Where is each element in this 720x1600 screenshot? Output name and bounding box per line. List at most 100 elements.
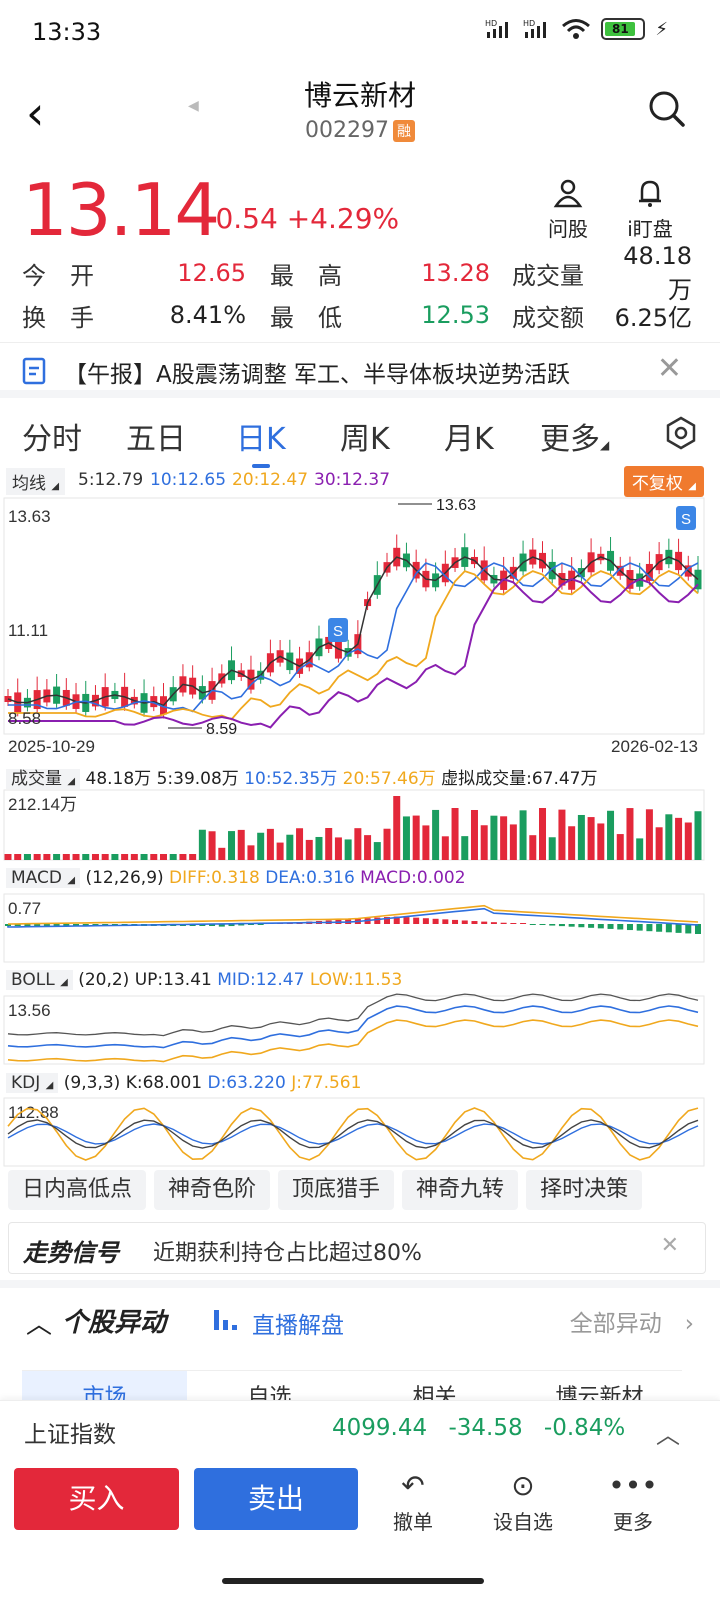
volume-bar [159,854,167,860]
macd-diff: DIFF:0.318 [169,868,260,888]
ma10-line [8,562,699,713]
back-icon[interactable]: ‹ [26,86,45,140]
macd-selector[interactable]: MACD ◢ [6,868,81,888]
search-icon[interactable] [648,90,686,128]
add-watchlist-button[interactable]: ⊙ 设自选 [478,1466,568,1535]
close-icon[interactable]: ✕ [656,351,682,386]
volume-bar [101,854,109,860]
more-button[interactable]: ••• 更多 [588,1466,678,1535]
tool-nine-turn[interactable]: 神奇九转 [402,1170,519,1210]
volume-bar [645,809,653,860]
close-icon[interactable]: ✕ [660,1233,679,1258]
volume-bar [228,831,236,860]
volume-bar [169,854,177,860]
macd-bar [218,924,225,927]
kdj-j: J:77.561 [291,1073,362,1093]
macd-bar [626,924,633,931]
low-value: 12.53 [421,301,490,329]
chevron-up-icon[interactable]: ︿ [26,1310,53,1340]
home-indicator [222,1578,484,1584]
volume-ma20: 20:57.46万 [342,769,436,789]
index-ticker[interactable]: 上证指数 4099.44 -34.58 -0.84% ︿ [0,1400,720,1460]
volume-bar [509,824,517,860]
boll-selector[interactable]: BOLL ◢ [6,970,73,990]
tab-weekly-k[interactable]: 周K [340,422,390,457]
status-time: 13:33 [32,18,102,46]
sell-button[interactable]: 卖出 [194,1468,358,1530]
kline-max-label: 13.63 [8,507,51,526]
margin-badge: 融 [392,120,415,142]
tab-stock[interactable]: 博云新材 [517,1370,682,1400]
tab-intraday[interactable]: 分时 [22,422,82,457]
signal-badge [676,506,696,530]
volume-bar [344,839,352,860]
tab-five-day[interactable]: 五日 [126,422,186,457]
volume-bar [587,817,595,860]
index-value: 4099.44 [332,1415,428,1441]
macd-bar [685,924,692,934]
volume-bar [305,839,313,860]
prev-stock-icon[interactable]: ◀ [188,98,199,114]
tool-top-bottom[interactable]: 顶底猎手 [278,1170,395,1210]
volume-frame [3,789,705,861]
tab-watchlist[interactable]: 自选 [187,1370,352,1400]
tool-color-scale[interactable]: 神奇色阶 [154,1170,271,1210]
live-analysis-link[interactable]: 直播解盘 [252,1313,344,1339]
volume-bar [636,838,644,860]
tab-more[interactable]: 更多◢ [540,414,609,458]
ask-stock-button[interactable]: 问股 [528,178,608,242]
boll-mid: MID:12.47 [217,970,305,990]
volume-bar [354,828,362,860]
ma-selector[interactable]: 均线 ◢ [6,468,66,495]
cancel-order-button[interactable]: ↶ 撤单 [368,1466,458,1535]
volume-bar [334,837,342,860]
watch-button[interactable]: i盯盘 [610,178,690,242]
volume-bar [72,854,80,860]
status-bar: 13:33 HD HD 81 ⚡ [0,0,720,66]
tab-market[interactable]: 市场 [22,1370,187,1400]
volume-bar [82,854,90,860]
news-banner[interactable]: 【午报】A股震荡调整 军工、半导体板块逆势活跃 ✕ [0,342,720,398]
macd-bar [471,921,478,924]
volume-bar [4,854,12,860]
adjust-button[interactable]: 不复权 ◢ [623,466,704,497]
macd-bar [529,924,536,925]
kdj-param: (9,3,3) [63,1073,121,1093]
volume-bar [500,816,508,860]
macd-bar [558,924,565,927]
volume-bar [237,829,245,860]
kdj-selector[interactable]: KDJ ◢ [6,1073,59,1093]
volume-bar [451,808,459,860]
boll-low-line [7,1019,699,1063]
macd-bar [481,921,488,924]
end-date-label: 2026-02-13 [611,737,698,756]
kline-chart[interactable]: 13.63 11.11 8.58 2025-10-29 2026-02-13 13.63 8… [0,494,720,1170]
kdj-j-line [7,1107,699,1161]
settings-icon[interactable] [664,416,698,450]
volume-bar [626,808,634,860]
tab-monthly-k[interactable]: 月K [444,422,494,457]
ma30-line [8,577,699,729]
stock-code: 002297 [305,118,389,143]
volume-bar [519,810,527,860]
tool-timing[interactable]: 择时决策 [526,1170,643,1210]
macd-bar [452,919,459,924]
signal-badge-label: S [333,623,343,640]
volume-selector[interactable]: 成交量 ◢ [6,769,81,789]
volume-bar [257,832,265,860]
all-movement-link[interactable]: 全部异动 › [569,1311,694,1337]
kdj-legend: KDJ ◢ (9,3,3) K:68.001 D:63.220 J:77.561 [6,1073,361,1093]
macd-param: (12,26,9) [85,868,164,888]
status-icons: HD HD 81 ⚡ [485,18,668,40]
tab-related[interactable]: 相关 [352,1370,517,1400]
volume-ma10: 10:52.35万 [244,769,338,789]
trend-signal[interactable]: 走势信号 近期获利持仓占比超过80% ✕ [8,1222,706,1274]
buy-button[interactable]: 买入 [14,1468,179,1530]
volume-bar [441,836,449,860]
volume-bar [607,810,615,860]
tab-daily-k[interactable]: 日K [236,414,286,468]
chevron-up-icon[interactable]: ︿ [656,1421,680,1449]
volume-bar [325,828,333,860]
volume-bar [189,854,197,860]
tool-intraday-high-low[interactable]: 日内高低点 [8,1170,147,1210]
